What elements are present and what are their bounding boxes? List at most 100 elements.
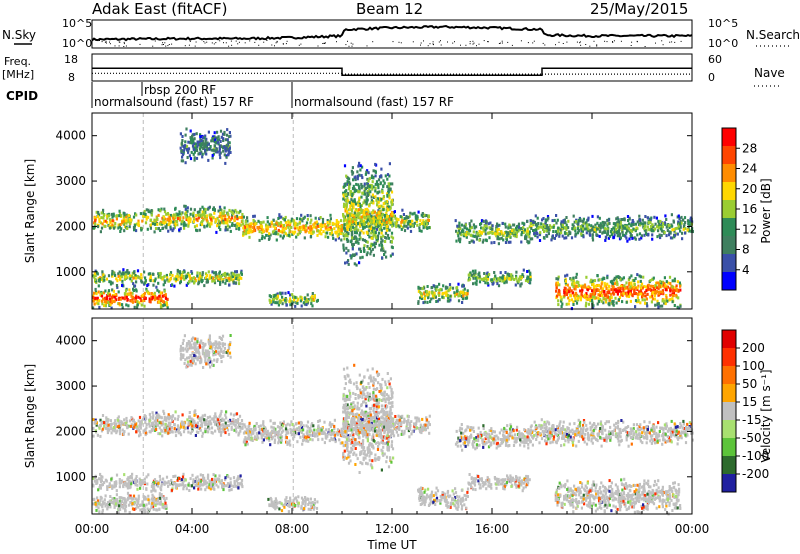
scatter-cell — [345, 233, 348, 237]
scatter-cell — [128, 274, 131, 278]
nsearch-point — [472, 43, 474, 45]
scatter-cell — [589, 294, 592, 298]
scatter-cell — [309, 296, 312, 300]
nsearch-point — [109, 41, 110, 43]
scatter-cell — [422, 219, 425, 223]
scatter-cell — [340, 219, 343, 223]
scatter-cell — [374, 195, 377, 199]
scatter-cell — [206, 280, 209, 284]
scatter-cell — [365, 224, 368, 228]
scatter-cell — [659, 227, 663, 231]
scatter-cell — [190, 278, 193, 282]
scatter-cell — [194, 146, 197, 150]
scatter-cell — [245, 229, 248, 233]
scatter-cell — [650, 284, 653, 288]
scatter-cell — [275, 221, 278, 225]
scatter-cell — [171, 283, 174, 287]
scatter-cell — [378, 190, 381, 194]
scatter-cell — [162, 215, 166, 219]
scatter-cell — [630, 274, 633, 278]
scatter-cell — [491, 232, 494, 235]
scatter-cell — [190, 150, 193, 154]
scatter-cell — [218, 223, 221, 227]
scatter-cell — [301, 219, 304, 223]
scatter-cell — [349, 205, 352, 208]
scatter-cell — [342, 193, 345, 197]
scatter-cell — [449, 286, 452, 290]
scatter-cell — [279, 234, 282, 238]
scatter-cell — [232, 420, 235, 424]
scatter-cell — [569, 231, 572, 235]
scatter-cell — [96, 433, 99, 437]
scatter-cell — [408, 214, 411, 218]
scatter-cell — [587, 302, 590, 306]
scatter-cell — [298, 217, 302, 221]
scatter-cell — [321, 217, 325, 221]
scatter-cell — [154, 418, 157, 422]
nsearch-point — [123, 43, 125, 45]
scatter-cell — [238, 273, 241, 277]
scatter-cell — [174, 223, 177, 227]
scatter-cell — [529, 272, 532, 276]
scatter-cell — [461, 301, 464, 304]
scatter-cell — [280, 299, 283, 303]
scatter-cell — [384, 250, 387, 254]
scatter-cell — [268, 232, 271, 236]
scatter-cell — [665, 225, 668, 229]
scatter-cell — [120, 272, 123, 276]
nsearch-point — [527, 42, 529, 44]
scatter-cell — [162, 218, 165, 222]
nsearch-point — [204, 42, 206, 44]
scatter-cell — [196, 271, 199, 275]
scatter-cell — [272, 218, 275, 222]
scatter-cell — [153, 222, 157, 226]
scatter-cell — [143, 214, 146, 218]
scatter-cell — [474, 271, 477, 275]
scatter-cell — [222, 145, 226, 149]
scatter-cell — [125, 295, 128, 299]
scatter-cell — [517, 222, 521, 226]
scatter-cell — [134, 423, 137, 427]
scatter-cell — [210, 422, 213, 426]
scatter-cell — [165, 273, 168, 277]
scatter-cell — [553, 236, 556, 240]
scatter-cell — [163, 427, 166, 430]
scatter-cell — [659, 285, 662, 289]
scatter-cell — [188, 217, 191, 221]
scatter-cell — [411, 212, 414, 216]
scatter-cell — [682, 218, 685, 222]
scatter-cell — [363, 184, 366, 188]
scatter-cell — [632, 227, 635, 231]
nsearch-point — [162, 42, 164, 44]
scatter-cell — [189, 141, 192, 144]
scatter-cell — [455, 239, 458, 243]
scatter-cell — [391, 182, 394, 186]
nsearch-point — [165, 45, 167, 47]
scatter-cell — [221, 132, 225, 136]
scatter-cell — [551, 236, 554, 240]
scatter-cell — [493, 241, 496, 244]
scatter-cell — [143, 304, 146, 308]
scatter-cell — [224, 161, 227, 165]
scatter-cell — [222, 219, 225, 223]
scatter-cell — [135, 222, 139, 226]
scatter-cell — [688, 229, 691, 233]
scatter-cell — [649, 218, 652, 222]
scatter-cell — [528, 275, 531, 279]
scatter-cell — [527, 279, 530, 283]
scatter-cell — [363, 188, 366, 191]
scatter-cell — [354, 235, 357, 239]
scatter-cell — [215, 230, 218, 234]
scatter-cell — [515, 274, 518, 278]
scatter-cell — [220, 211, 223, 215]
scatter-cell — [555, 214, 558, 217]
scatter-cell — [347, 262, 350, 266]
nsearch-point — [576, 41, 578, 43]
scatter-cell — [152, 414, 155, 418]
scatter-cell — [352, 254, 356, 257]
scatter-cell — [122, 296, 125, 300]
scatter-cell — [567, 296, 570, 300]
scatter-cell — [614, 296, 617, 300]
scatter-cell — [609, 280, 612, 284]
